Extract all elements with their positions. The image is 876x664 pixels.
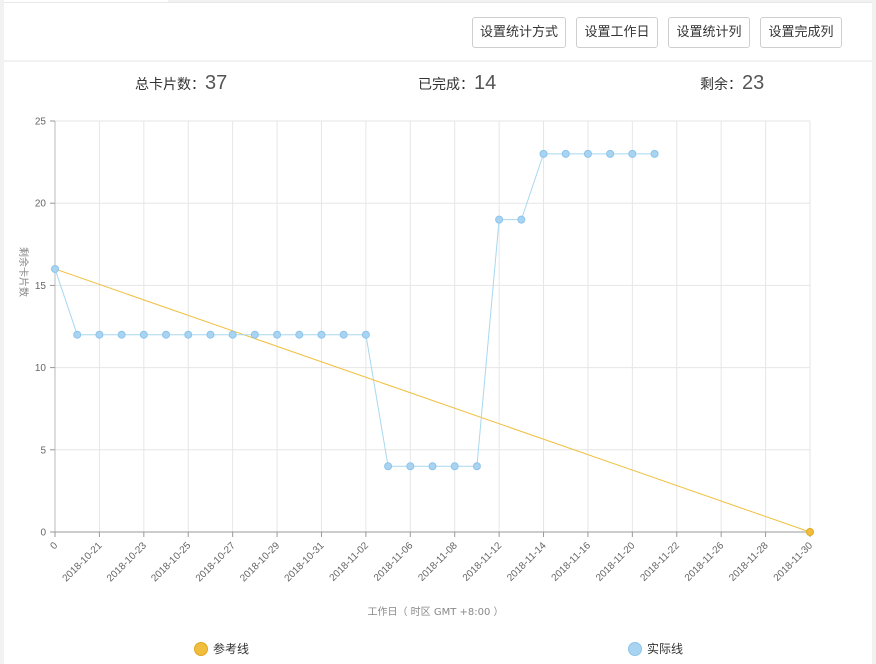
x-axis-label: 工作日（ 时区 GMT +8:00 ） bbox=[367, 606, 503, 618]
legend-label-actual: 实际线 bbox=[647, 641, 683, 656]
actual-point bbox=[628, 149, 637, 158]
set-statistic-columns-button[interactable]: 设置统计列 bbox=[668, 17, 750, 48]
actual-point bbox=[450, 462, 459, 471]
actual-point bbox=[95, 330, 104, 339]
actual-point bbox=[317, 330, 326, 339]
actual-point bbox=[517, 215, 526, 224]
y-axis-ticks: 0 5 10 15 20 25 bbox=[35, 117, 55, 539]
reference-point bbox=[806, 528, 814, 536]
reference-line bbox=[54, 268, 811, 533]
total-cards-label: 总卡片数： bbox=[135, 77, 205, 93]
x-tick-label: 2018-11-02 bbox=[328, 540, 372, 584]
y-tick-label: 25 bbox=[35, 117, 47, 128]
x-tick-label: 2018-10-29 bbox=[238, 540, 282, 584]
actual-point bbox=[139, 330, 148, 339]
actual-point bbox=[606, 149, 615, 158]
actual-point bbox=[583, 149, 592, 158]
chart-panel bbox=[4, 62, 872, 664]
x-tick-label: 2018-11-28 bbox=[727, 540, 771, 584]
legend-item-reference: 参考线 bbox=[194, 641, 249, 656]
set-workdays-button[interactable]: 设置工作日 bbox=[576, 17, 658, 48]
actual-point bbox=[428, 462, 437, 471]
actual-point bbox=[495, 215, 504, 224]
x-tick-label: 2018-11-30 bbox=[772, 540, 816, 584]
x-tick-label: 2018-11-08 bbox=[416, 540, 460, 584]
x-tick-label: 2018-10-25 bbox=[149, 540, 193, 584]
actual-point bbox=[295, 330, 304, 339]
x-tick-label: 2018-11-20 bbox=[594, 540, 638, 584]
actual-point bbox=[539, 149, 548, 158]
actual-point bbox=[228, 330, 237, 339]
remaining-cards-summary: 剩余：23 bbox=[700, 72, 764, 95]
actual-point bbox=[384, 462, 393, 471]
done-cards-value: 14 bbox=[474, 72, 497, 94]
actual-point bbox=[117, 330, 126, 339]
actual-point bbox=[184, 330, 193, 339]
actual-point bbox=[162, 330, 171, 339]
x-tick-label: 2018-10-21 bbox=[61, 540, 105, 584]
x-tick-label: 2018-11-22 bbox=[638, 540, 682, 584]
chart-legend: 参考线 实际线 bbox=[194, 641, 683, 656]
chart-series bbox=[51, 149, 814, 536]
set-statistic-method-button[interactable]: 设置统计方式 bbox=[472, 17, 566, 48]
x-tick-label: 2018-10-31 bbox=[283, 540, 327, 584]
actual-point bbox=[472, 462, 481, 471]
x-tick-label: 2018-11-14 bbox=[505, 540, 549, 584]
toolbar: 设置统计方式 设置工作日 设置统计列 设置完成列 bbox=[4, 2, 872, 60]
x-tick-label: 2018-10-23 bbox=[105, 540, 149, 584]
total-cards-value: 37 bbox=[205, 72, 228, 94]
x-tick-label: 2018-11-26 bbox=[683, 540, 727, 584]
legend-item-actual: 实际线 bbox=[628, 641, 683, 656]
actual-point bbox=[561, 149, 570, 158]
remaining-cards-label: 剩余： bbox=[700, 77, 742, 93]
y-tick-label: 5 bbox=[40, 445, 46, 456]
x-tick-label: 2018-11-12 bbox=[461, 540, 505, 584]
x-tick-label: 2018-11-16 bbox=[550, 540, 594, 584]
chart-axes bbox=[54, 121, 810, 533]
y-tick-label: 15 bbox=[35, 281, 47, 292]
actual-point bbox=[250, 330, 259, 339]
y-tick-label: 10 bbox=[35, 363, 47, 374]
done-cards-label: 已完成： bbox=[418, 77, 474, 93]
actual-point bbox=[650, 149, 659, 158]
actual-line bbox=[54, 153, 655, 467]
x-tick-label: 0 bbox=[48, 540, 60, 552]
actual-point bbox=[361, 330, 370, 339]
actual-point bbox=[206, 330, 215, 339]
x-tick-label: 2018-11-06 bbox=[372, 540, 416, 584]
y-tick-label: 20 bbox=[35, 199, 47, 210]
legend-swatch-reference bbox=[194, 642, 208, 656]
done-cards-summary: 已完成：14 bbox=[418, 72, 496, 95]
set-done-columns-button[interactable]: 设置完成列 bbox=[760, 17, 842, 48]
chart-grid bbox=[54, 120, 811, 533]
x-axis-ticks: 0 2018-10-21 2018-10-23 2018-10-25 2018-10-2… bbox=[48, 532, 815, 584]
actual-point bbox=[339, 330, 348, 339]
actual-point bbox=[273, 330, 282, 339]
actual-point bbox=[406, 462, 415, 471]
legend-swatch-actual bbox=[628, 642, 642, 656]
y-axis-label: 剩余卡片数 bbox=[17, 247, 30, 297]
actual-point bbox=[73, 330, 82, 339]
total-cards-summary: 总卡片数：37 bbox=[135, 72, 227, 95]
x-tick-label: 2018-10-27 bbox=[194, 540, 238, 584]
actual-point bbox=[51, 264, 59, 273]
y-tick-label: 0 bbox=[40, 528, 46, 539]
legend-label-reference: 参考线 bbox=[213, 641, 249, 656]
remaining-cards-value: 23 bbox=[742, 72, 765, 94]
